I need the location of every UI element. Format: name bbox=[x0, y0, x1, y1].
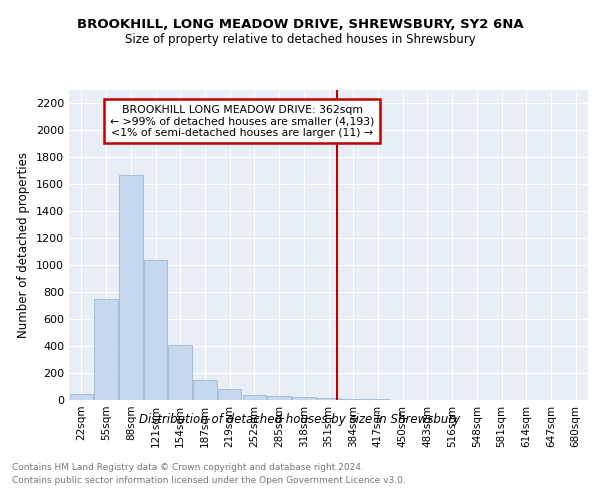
Text: BROOKHILL, LONG MEADOW DRIVE, SHREWSBURY, SY2 6NA: BROOKHILL, LONG MEADOW DRIVE, SHREWSBURY… bbox=[77, 18, 523, 30]
Bar bbox=[242, 395, 266, 400]
Bar bbox=[292, 398, 316, 400]
Text: Distribution of detached houses by size in Shrewsbury: Distribution of detached houses by size … bbox=[139, 412, 461, 426]
Text: Contains public sector information licensed under the Open Government Licence v3: Contains public sector information licen… bbox=[12, 476, 406, 485]
Bar bbox=[317, 398, 340, 400]
Bar bbox=[94, 299, 118, 400]
Bar bbox=[119, 175, 143, 400]
Bar bbox=[268, 396, 291, 400]
Text: Size of property relative to detached houses in Shrewsbury: Size of property relative to detached ho… bbox=[125, 32, 475, 46]
Text: Contains HM Land Registry data © Crown copyright and database right 2024.: Contains HM Land Registry data © Crown c… bbox=[12, 462, 364, 471]
Bar bbox=[70, 394, 93, 400]
Text: BROOKHILL LONG MEADOW DRIVE: 362sqm
← >99% of detached houses are smaller (4,193: BROOKHILL LONG MEADOW DRIVE: 362sqm ← >9… bbox=[110, 105, 374, 138]
Bar bbox=[144, 260, 167, 400]
Bar bbox=[193, 380, 217, 400]
Y-axis label: Number of detached properties: Number of detached properties bbox=[17, 152, 31, 338]
Bar bbox=[218, 389, 241, 400]
Bar bbox=[169, 346, 192, 400]
Bar bbox=[341, 398, 365, 400]
